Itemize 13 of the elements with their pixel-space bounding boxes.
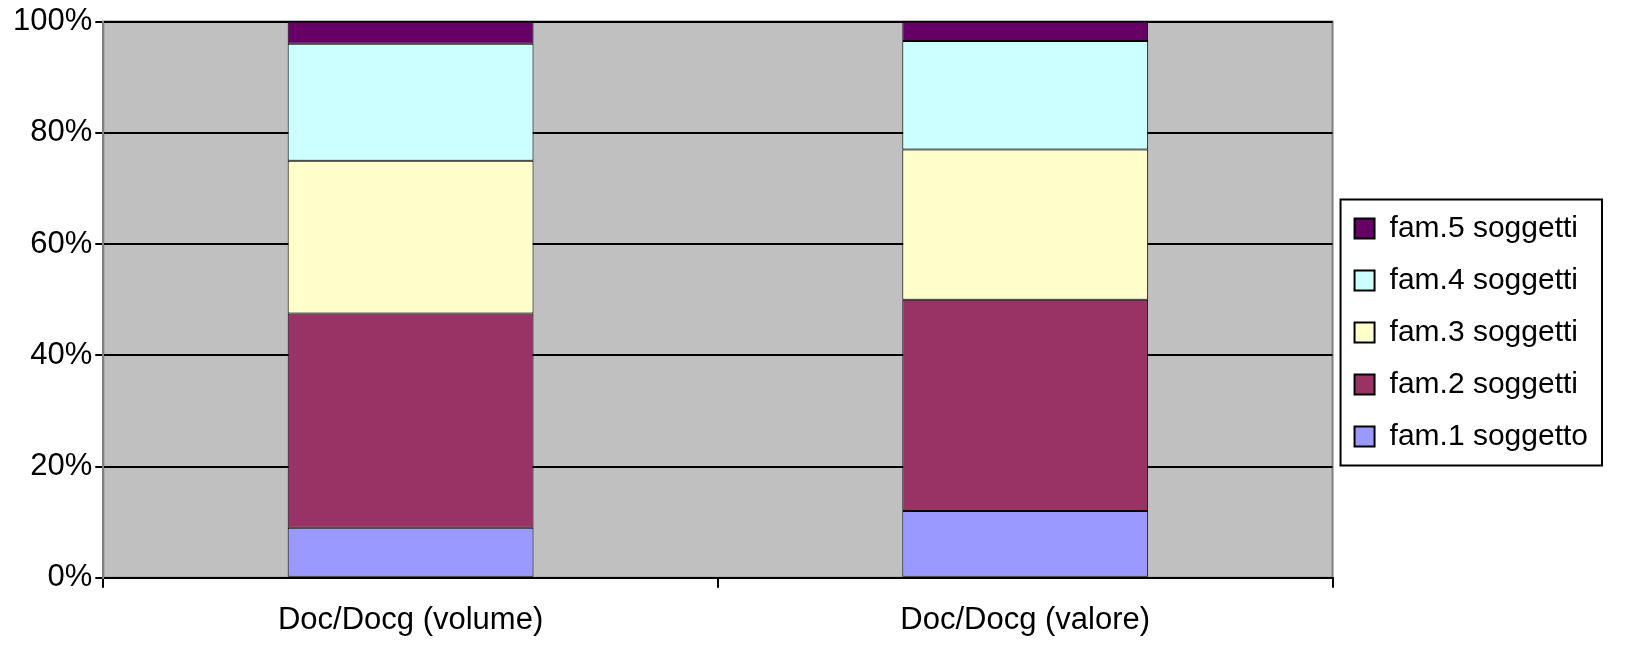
- y-tick-label: 100%: [12, 2, 93, 38]
- legend-label: fam.3 soggetti: [1389, 313, 1578, 347]
- legend-label: fam.4 soggetti: [1389, 261, 1578, 295]
- legend-label: fam.2 soggetti: [1389, 365, 1578, 399]
- y-tick-label: 20%: [30, 447, 93, 483]
- legend-label: fam.5 soggetti: [1389, 209, 1578, 243]
- legend-label: fam.1 soggetto: [1389, 417, 1589, 451]
- y-tick-label: 80%: [30, 113, 93, 149]
- y-tick-label: 0%: [47, 558, 93, 594]
- y-tick-label: 60%: [30, 224, 93, 260]
- y-tick-label: 40%: [30, 335, 93, 371]
- x-tick-label: Doc/Docg (volume): [277, 600, 544, 636]
- x-tick-label: Doc/Docg (valore): [900, 600, 1151, 636]
